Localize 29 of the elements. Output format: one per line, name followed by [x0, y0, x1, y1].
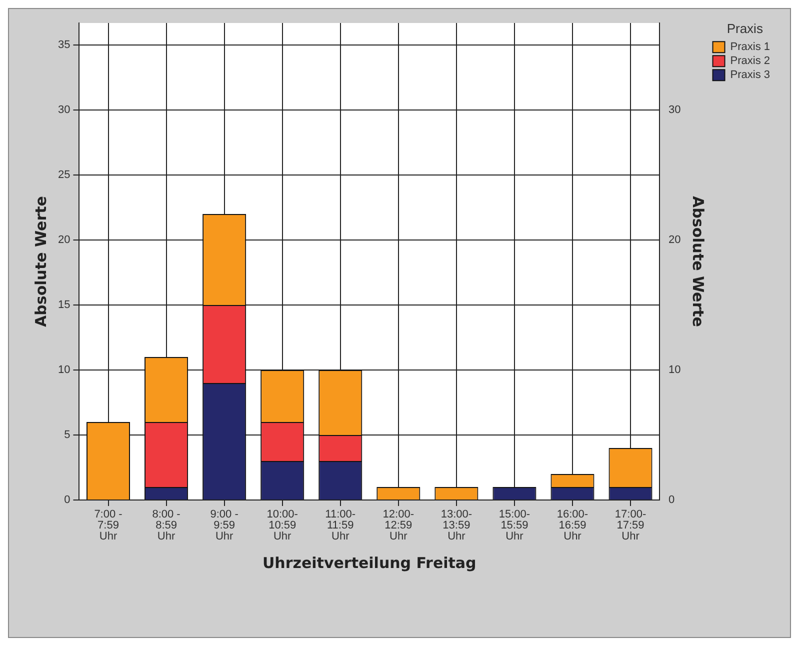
x-axis-title: Uhrzeitverteilung Freitag: [262, 554, 476, 572]
x-tick-label: 9:00 - 9:59 Uhr: [210, 508, 239, 543]
y2-tick-label: 20: [668, 234, 681, 246]
y2-tick-label: 10: [668, 364, 681, 376]
y2-axis-title: Absolute Werte: [688, 196, 707, 327]
y-tick-label: 30: [58, 104, 70, 116]
y-tick-label: 20: [58, 234, 70, 246]
y2-tick-label: 0: [668, 494, 675, 506]
x-tick-label: 12:00- 12:59 Uhr: [382, 508, 414, 543]
x-tick-label: 17:00- 17:59 Uhr: [614, 508, 646, 543]
legend-label: Praxis 2: [730, 55, 770, 68]
y-tick-label: 5: [64, 429, 70, 442]
y-tick-label: 0: [64, 494, 70, 506]
y-tick-label: 15: [58, 299, 70, 312]
x-tick-label: 7:00 - 7:59 Uhr: [94, 508, 123, 543]
legend-label: Praxis 3: [730, 69, 770, 82]
y-tick-label: 25: [58, 169, 70, 182]
y-axis-title: Absolute Werte: [32, 196, 50, 327]
x-tick-label: 11:00- 11:59 Uhr: [325, 508, 356, 543]
legend-label: Praxis 1: [730, 41, 770, 54]
x-tick-label: 15:00- 15:59 Uhr: [498, 508, 530, 543]
x-tick-label: 13:00- 13:59 Uhr: [440, 508, 472, 543]
y-tick-label: 10: [58, 364, 70, 376]
x-tick-label: 10:00- 10:59 Uhr: [266, 508, 298, 543]
legend-title: Praxis: [726, 21, 764, 36]
y-tick-label: 35: [58, 39, 70, 52]
x-tick-label: 16:00- 16:59 Uhr: [556, 508, 588, 543]
y2-tick-label: 30: [668, 104, 681, 116]
x-tick-label: 8:00 - 8:59 Uhr: [152, 508, 181, 543]
